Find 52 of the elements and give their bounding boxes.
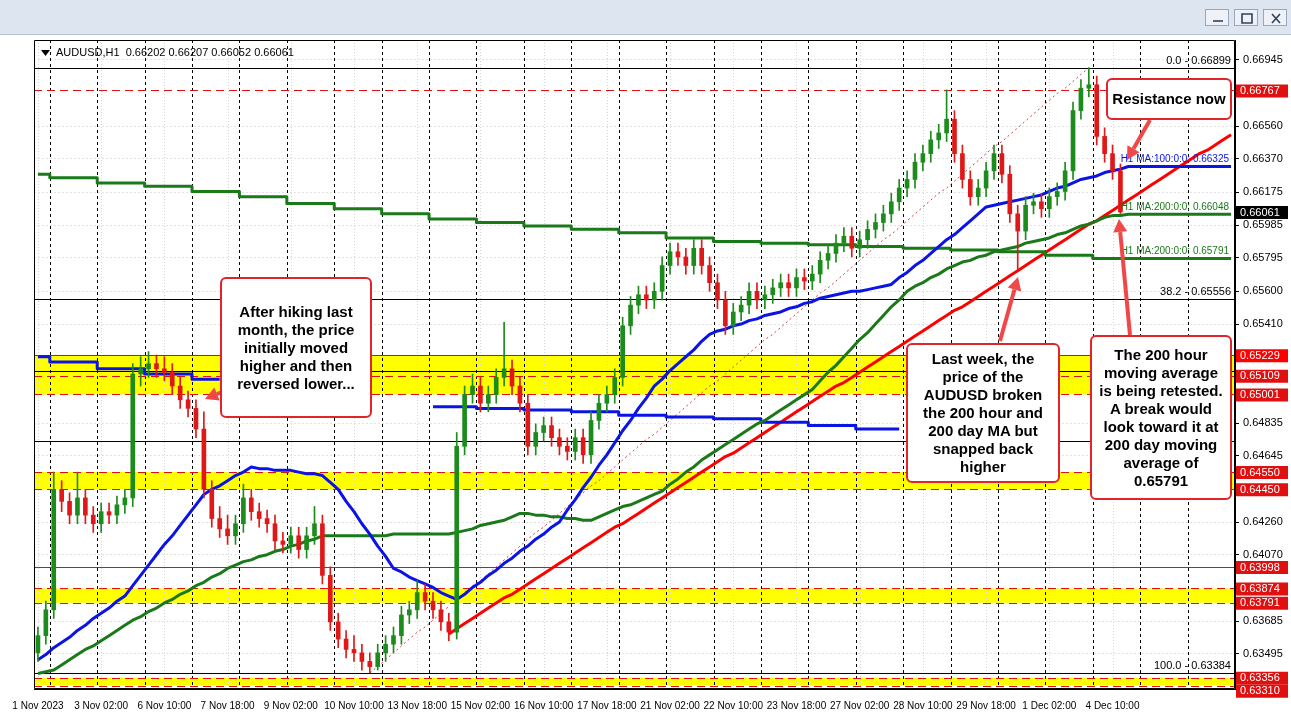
ref-line-label: 0.64550	[1240, 465, 1280, 478]
x-tick-label: 10 Nov 10:00	[324, 699, 385, 711]
y-tick-label: 0.63495	[1243, 646, 1283, 659]
annotation: 100.0 - 0.63384	[1153, 659, 1231, 672]
text: AUDUSD,H1 0.66202 0.66207 0.66052 0.66061	[56, 46, 294, 59]
x-tick-label: 27 Nov 02:00	[829, 699, 890, 711]
x-tick-label: 28 Nov 10:00	[893, 699, 954, 711]
y-tick-label: 0.64645	[1243, 448, 1283, 461]
y-tick-label: 0.64070	[1243, 547, 1283, 560]
y-tick-label: 0.64260	[1243, 515, 1283, 528]
annotation: 0.0 - 0.66899	[1166, 54, 1231, 67]
ref-line-label: 0.66767	[1240, 83, 1280, 96]
ref-line-label: 0.63998	[1240, 560, 1280, 573]
callout-box: After hiking last month, the price initially moved higher and then reversed lower...	[220, 277, 372, 418]
x-tick-label: 16 Nov 10:00	[513, 699, 574, 711]
y-tick-label: 0.66370	[1243, 151, 1283, 164]
x-tick-label: 15 Nov 02:00	[450, 699, 511, 711]
y-tick-label: 0.65985	[1243, 218, 1283, 231]
annotation: 38.2 - 0.65556	[1160, 285, 1231, 298]
ref-line-label: 0.63791	[1240, 596, 1280, 609]
callout-box: Last week, the price of the AUDUSD broken the 200 hour and 200 day MA but snapped back higher	[906, 343, 1060, 483]
ref-line-label: 0.65109	[1240, 369, 1280, 382]
x-tick-label: 3 Nov 02:00	[74, 699, 129, 711]
y-tick-label: 0.66175	[1243, 185, 1283, 198]
x-tick-label: 23 Nov 18:00	[766, 699, 827, 711]
x-tick-label: 7 Nov 18:00	[200, 699, 255, 711]
ref-line-label: 0.63356	[1240, 671, 1280, 684]
ref-line-label: 0.63874	[1240, 582, 1280, 594]
y-tick-label: 0.63685	[1243, 614, 1283, 627]
y-tick-label: 0.66945	[1243, 52, 1283, 65]
text: 0.66061	[1240, 205, 1280, 218]
x-tick-label: 1 Dec 02:00	[1022, 699, 1077, 711]
x-tick-label: 22 Nov 10:00	[703, 699, 764, 711]
ref-line-label: 0.65001	[1240, 387, 1280, 400]
x-tick-label: 1 Nov 2023	[12, 699, 64, 711]
y-tick-label: 0.64835	[1243, 416, 1283, 429]
y-tick-label: 0.65410	[1243, 317, 1283, 330]
y-tick-label: 0.65795	[1243, 250, 1283, 263]
ref-line-label: 0.63310	[1240, 684, 1280, 697]
callout-box: The 200 hour moving average is being retested. A break would look toward it at 200 day moving average of 0.65791	[1090, 335, 1232, 500]
x-tick-label: 6 Nov 10:00	[137, 699, 192, 711]
x-tick-label: 29 Nov 18:00	[956, 699, 1017, 711]
x-tick-label: 21 Nov 02:00	[640, 699, 701, 711]
callout-box: Resistance now	[1106, 78, 1232, 120]
x-tick-label: 9 Nov 02:00	[263, 699, 319, 711]
x-tick-label: 17 Nov 18:00	[577, 699, 638, 711]
y-tick-label: 0.65600	[1243, 284, 1283, 297]
ref-line-label: 0.64450	[1240, 482, 1280, 495]
ref-line-label: 0.65229	[1240, 348, 1280, 361]
x-tick-label: 4 Dec 10:00	[1085, 699, 1140, 711]
y-tick-label: 0.66560	[1243, 119, 1283, 132]
x-tick-label: 13 Nov 18:00	[387, 699, 448, 711]
